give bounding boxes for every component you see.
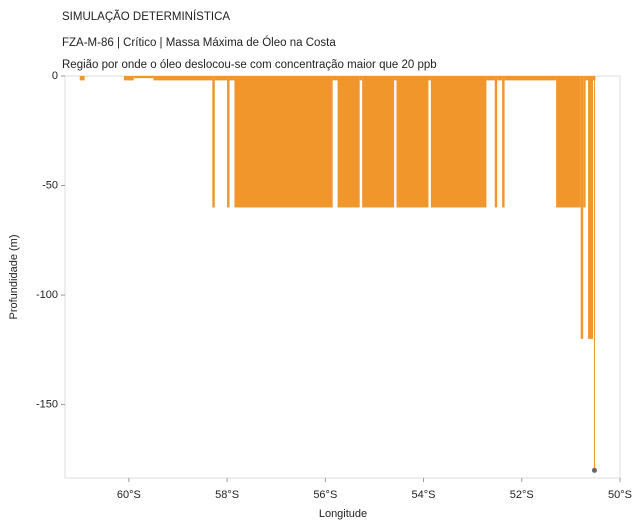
bar <box>396 76 429 208</box>
bar <box>588 76 593 339</box>
bar <box>212 76 215 208</box>
bar <box>153 76 213 81</box>
x-tick-label: 60°S <box>117 489 141 501</box>
x-tick-label: 54°S <box>412 489 436 501</box>
bar <box>133 76 154 79</box>
chart-subtitle: FZA-M-86 | Crítico | Massa Máxima de Óle… <box>62 36 336 49</box>
bar <box>234 76 333 208</box>
bar <box>556 76 581 208</box>
bar <box>497 76 503 81</box>
y-tick-label: -50 <box>42 179 58 191</box>
bar <box>214 76 228 81</box>
bar <box>585 76 589 81</box>
y-tick-label: -150 <box>36 399 58 411</box>
bar <box>486 76 495 81</box>
marker <box>591 467 597 473</box>
bar <box>580 76 584 339</box>
bar <box>227 76 230 208</box>
bar <box>502 76 505 208</box>
bar <box>79 76 85 81</box>
chart-description: Região por onde o óleo deslocou-se com c… <box>62 59 437 71</box>
bar <box>428 76 431 81</box>
bar <box>504 76 557 81</box>
bar <box>494 76 498 208</box>
x-axis-label: Longitude <box>319 508 367 520</box>
bar <box>359 76 363 81</box>
y-axis-label: Profundidade (m) <box>8 235 20 320</box>
y-tick-label: 0 <box>52 70 58 82</box>
y-tick-label: -100 <box>36 289 58 301</box>
bar <box>362 76 395 208</box>
bar <box>583 76 586 208</box>
bar <box>337 76 360 208</box>
bar <box>332 76 338 81</box>
bar <box>394 76 397 81</box>
bar <box>123 76 134 81</box>
x-tick-label: 50°S <box>608 489 632 501</box>
bar <box>229 76 235 81</box>
x-tick-label: 56°S <box>313 489 337 501</box>
x-tick-label: 58°S <box>215 489 239 501</box>
chart-title: SIMULAÇÃO DETERMINÍSTICA <box>62 10 230 23</box>
bar <box>430 76 487 208</box>
x-tick-label: 52°S <box>510 489 534 501</box>
